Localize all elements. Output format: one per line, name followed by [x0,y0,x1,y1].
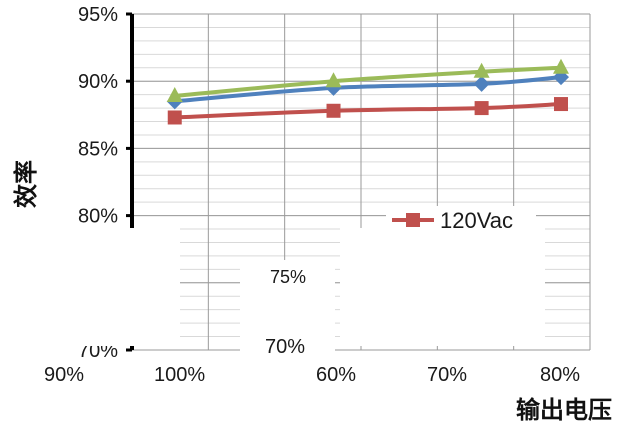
y-tick-label: 80% [78,206,118,228]
y-tick-label: 90% [78,71,118,93]
overlay-tick-label: 70% [265,336,306,358]
point-marker-120vac [167,110,182,125]
point-marker-265vac [473,62,490,78]
overlay-tick-label: 75% [270,267,307,287]
point-marker-265vac [552,58,569,74]
series-line-220vac [174,75,562,104]
x-tick-label: 80% [540,364,581,386]
series-line-120vac [174,102,562,120]
x-tick-label: 100% [154,364,206,386]
point-marker-120vac [474,101,489,116]
y-tick-label: 95% [78,4,118,26]
occlusion-patch [340,228,545,346]
point-marker-120vac [326,103,341,118]
y-axis-label: 效率 [12,160,40,208]
occlusion-patch [240,260,335,358]
series-layer [166,58,569,125]
point-marker-220vac [473,75,490,92]
point-marker-265vac [166,86,183,102]
point-marker-120vac [553,97,568,112]
x-axis-label: 输出电压 [516,396,612,424]
y-tick-label: 85% [78,138,118,160]
point-marker-265vac [325,72,342,88]
x-tick-label: 60% [316,364,357,386]
x-tick-label: 70% [427,364,468,386]
legend-marker-120vac [406,213,420,227]
grid-lines [132,13,591,351]
occlusion-patch [10,228,180,346]
series-line-265vac [174,65,562,98]
x-tick-label: 90% [44,364,85,386]
